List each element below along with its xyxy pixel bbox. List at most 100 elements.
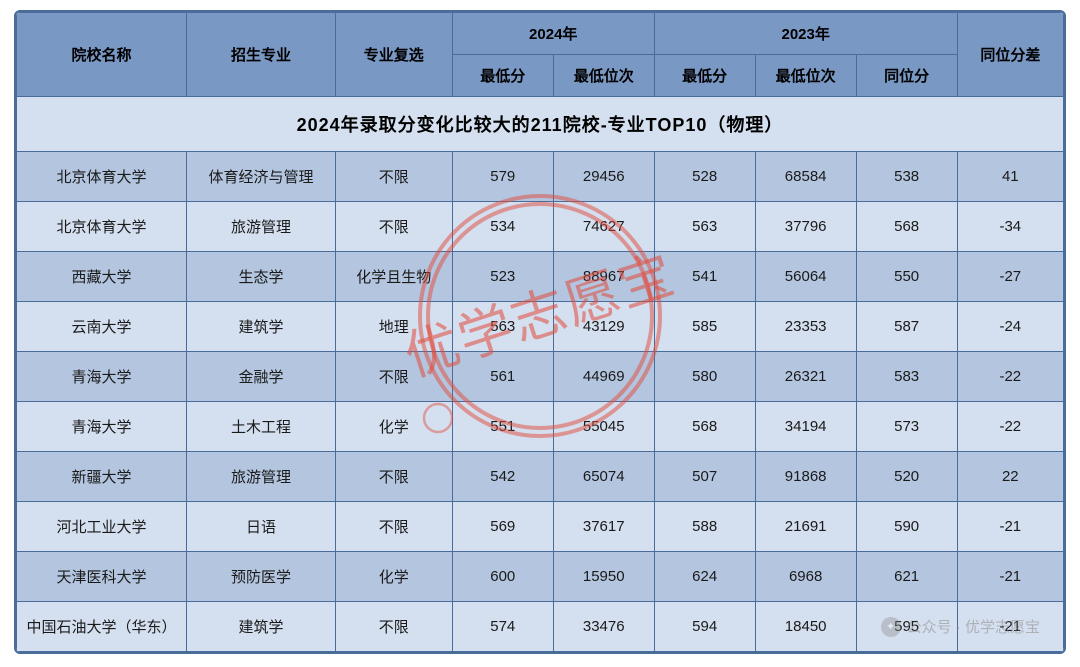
cell-s23: 588 [654, 502, 755, 552]
col-2023-minscore: 最低分 [654, 55, 755, 97]
cell-r24: 15950 [553, 552, 654, 602]
cell-p23: 573 [856, 402, 957, 452]
cell-r23: 6968 [755, 552, 856, 602]
cell-major: 生态学 [187, 252, 336, 302]
table-row: 北京体育大学旅游管理不限5347462756337796568-34 [17, 202, 1064, 252]
cell-r24: 29456 [553, 152, 654, 202]
cell-r23: 18450 [755, 602, 856, 652]
cell-subject: 地理 [335, 302, 452, 352]
table-row: 青海大学金融学不限5614496958026321583-22 [17, 352, 1064, 402]
page-title: 2024年录取分变化比较大的211院校-专业TOP10（物理） [17, 97, 1064, 152]
table-row: 新疆大学旅游管理不限542650745079186852022 [17, 452, 1064, 502]
cell-r24: 37617 [553, 502, 654, 552]
cell-major: 土木工程 [187, 402, 336, 452]
col-2024-minrank: 最低位次 [553, 55, 654, 97]
cell-diff: -21 [957, 552, 1063, 602]
cell-r24: 74627 [553, 202, 654, 252]
cell-diff: -27 [957, 252, 1063, 302]
table-row: 西藏大学生态学化学且生物5238896754156064550-27 [17, 252, 1064, 302]
cell-s23: 507 [654, 452, 755, 502]
table-body: 北京体育大学体育经济与管理不限579294565286858453841北京体育… [17, 152, 1064, 652]
cell-s24: 523 [452, 252, 553, 302]
cell-p23: 583 [856, 352, 957, 402]
cell-major: 旅游管理 [187, 452, 336, 502]
cell-subject: 不限 [335, 502, 452, 552]
cell-s24: 551 [452, 402, 553, 452]
cell-r23: 21691 [755, 502, 856, 552]
cell-school: 新疆大学 [17, 452, 187, 502]
cell-school: 河北工业大学 [17, 502, 187, 552]
cell-school: 青海大学 [17, 402, 187, 452]
cell-r24: 55045 [553, 402, 654, 452]
table-row: 河北工业大学日语不限5693761758821691590-21 [17, 502, 1064, 552]
table-row: 北京体育大学体育经济与管理不限579294565286858453841 [17, 152, 1064, 202]
cell-s24: 534 [452, 202, 553, 252]
col-group-2024: 2024年 [452, 13, 654, 55]
cell-r23: 68584 [755, 152, 856, 202]
col-subject: 专业复选 [335, 13, 452, 97]
cell-s24: 579 [452, 152, 553, 202]
cell-school: 青海大学 [17, 352, 187, 402]
cell-major: 建筑学 [187, 302, 336, 352]
cell-major: 预防医学 [187, 552, 336, 602]
table-row: 天津医科大学预防医学化学600159506246968621-21 [17, 552, 1064, 602]
col-major: 招生专业 [187, 13, 336, 97]
cell-subject: 不限 [335, 602, 452, 652]
cell-diff: -21 [957, 502, 1063, 552]
cell-s24: 563 [452, 302, 553, 352]
cell-school: 西藏大学 [17, 252, 187, 302]
cell-r23: 34194 [755, 402, 856, 452]
cell-school: 北京体育大学 [17, 202, 187, 252]
cell-major: 金融学 [187, 352, 336, 402]
col-2023-samerank: 同位分 [856, 55, 957, 97]
cell-p23: 520 [856, 452, 957, 502]
cell-diff: 41 [957, 152, 1063, 202]
cell-s23: 585 [654, 302, 755, 352]
cell-p23: 621 [856, 552, 957, 602]
cell-p23: 550 [856, 252, 957, 302]
cell-s23: 594 [654, 602, 755, 652]
cell-p23: 590 [856, 502, 957, 552]
col-diff: 同位分差 [957, 13, 1063, 97]
cell-diff: -34 [957, 202, 1063, 252]
cell-s24: 574 [452, 602, 553, 652]
cell-major: 体育经济与管理 [187, 152, 336, 202]
title-row: 2024年录取分变化比较大的211院校-专业TOP10（物理） [17, 97, 1064, 152]
cell-p23: 587 [856, 302, 957, 352]
cell-school: 中国石油大学（华东） [17, 602, 187, 652]
cell-subject: 化学 [335, 552, 452, 602]
cell-s23: 624 [654, 552, 755, 602]
cell-s24: 569 [452, 502, 553, 552]
cell-s24: 561 [452, 352, 553, 402]
cell-p23: 568 [856, 202, 957, 252]
cell-diff: -22 [957, 402, 1063, 452]
cell-r24: 44969 [553, 352, 654, 402]
cell-r23: 26321 [755, 352, 856, 402]
wechat-icon: ✦ [881, 617, 901, 637]
cell-r24: 33476 [553, 602, 654, 652]
cell-s23: 528 [654, 152, 755, 202]
table-container: 2024年录取分变化比较大的211院校-专业TOP10（物理） 院校名称 招生专… [14, 10, 1066, 654]
cell-subject: 不限 [335, 352, 452, 402]
cell-r23: 37796 [755, 202, 856, 252]
cell-diff: -24 [957, 302, 1063, 352]
table-row: 青海大学土木工程化学5515504556834194573-22 [17, 402, 1064, 452]
cell-r24: 65074 [553, 452, 654, 502]
cell-r23: 23353 [755, 302, 856, 352]
cell-subject: 化学 [335, 402, 452, 452]
cell-major: 日语 [187, 502, 336, 552]
cell-school: 云南大学 [17, 302, 187, 352]
cell-r24: 43129 [553, 302, 654, 352]
cell-school: 北京体育大学 [17, 152, 187, 202]
cell-s24: 600 [452, 552, 553, 602]
cell-major: 旅游管理 [187, 202, 336, 252]
footer-watermark-text: 公众号 · 优学志愿宝 [907, 616, 1040, 637]
cell-diff: 22 [957, 452, 1063, 502]
cell-school: 天津医科大学 [17, 552, 187, 602]
cell-subject: 不限 [335, 452, 452, 502]
col-group-2023: 2023年 [654, 13, 957, 55]
cell-s23: 563 [654, 202, 755, 252]
cell-s23: 568 [654, 402, 755, 452]
cell-subject: 不限 [335, 202, 452, 252]
cell-r23: 56064 [755, 252, 856, 302]
